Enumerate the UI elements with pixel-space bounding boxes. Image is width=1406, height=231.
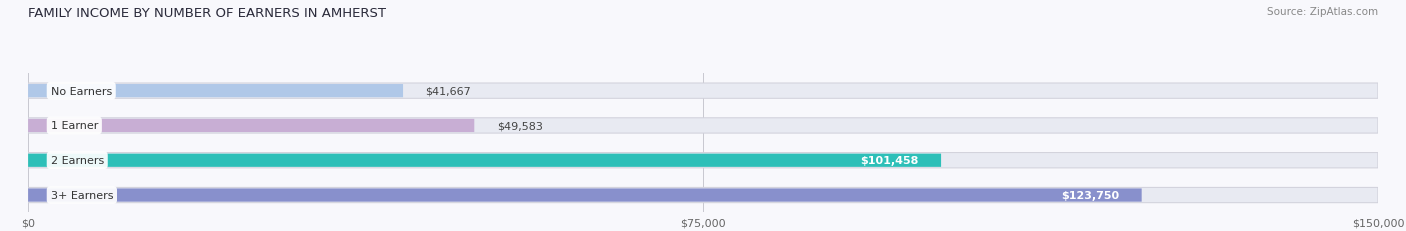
FancyBboxPatch shape — [28, 119, 474, 133]
FancyBboxPatch shape — [28, 188, 1142, 202]
Text: 3+ Earners: 3+ Earners — [51, 190, 112, 200]
Text: $101,458: $101,458 — [860, 155, 918, 166]
FancyBboxPatch shape — [28, 154, 941, 167]
Text: 1 Earner: 1 Earner — [51, 121, 98, 131]
FancyBboxPatch shape — [28, 84, 1378, 99]
Text: No Earners: No Earners — [51, 86, 112, 96]
Text: FAMILY INCOME BY NUMBER OF EARNERS IN AMHERST: FAMILY INCOME BY NUMBER OF EARNERS IN AM… — [28, 7, 387, 20]
Text: $41,667: $41,667 — [426, 86, 471, 96]
Text: Source: ZipAtlas.com: Source: ZipAtlas.com — [1267, 7, 1378, 17]
Text: 2 Earners: 2 Earners — [51, 155, 104, 166]
FancyBboxPatch shape — [28, 153, 1378, 168]
FancyBboxPatch shape — [28, 188, 1378, 203]
Text: $49,583: $49,583 — [496, 121, 543, 131]
Text: $123,750: $123,750 — [1062, 190, 1119, 200]
FancyBboxPatch shape — [28, 118, 1378, 134]
FancyBboxPatch shape — [28, 85, 404, 98]
